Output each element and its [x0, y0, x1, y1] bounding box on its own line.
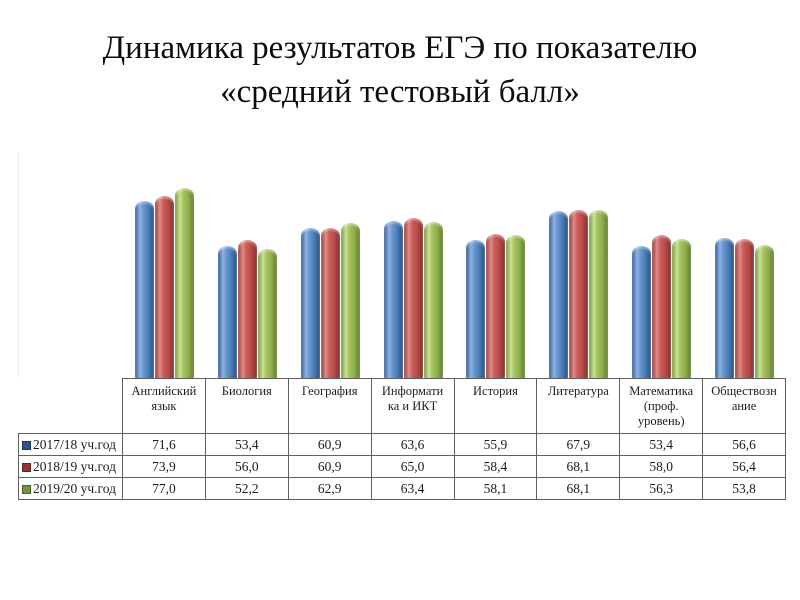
value-cell-s1-c3: 60,9: [287, 433, 372, 456]
value-cell-s2-c5: 58,4: [453, 455, 538, 478]
value-cell-s2-c2: 56,0: [204, 455, 289, 478]
value-cell-s2-c4: 65,0: [370, 455, 455, 478]
bar-series3-cat4: [423, 221, 443, 378]
bar-group-8: [703, 156, 786, 378]
bar-series2-cat6: [569, 210, 589, 378]
column-header-6: Литература: [536, 378, 621, 434]
bar-group-7: [620, 156, 703, 378]
bar-series3-cat7: [672, 239, 692, 378]
value-cell-s3-c5: 58,1: [453, 477, 538, 500]
data-table: Английский язык Биология География Информати…: [18, 378, 786, 500]
legend-swatch-icon: [22, 462, 31, 472]
bar-series1-cat5: [466, 240, 486, 378]
value-cell-s3-c7: 56,3: [619, 477, 704, 500]
value-cell-s3-c6: 68,1: [536, 477, 621, 500]
value-cell-s2-c6: 68,1: [536, 455, 621, 478]
bar-series2-cat1: [154, 195, 174, 378]
legend-label-cell-3: 2019/20 уч.год: [18, 477, 123, 500]
value-cell-s1-c6: 67,9: [536, 433, 621, 456]
bar-chart: Английский язык Биология География Информати…: [18, 152, 786, 500]
legend-series-name: 2019/20 уч.год: [33, 480, 116, 496]
bar-series2-cat4: [403, 217, 423, 378]
column-header-5: История: [453, 378, 538, 434]
table-body: 2017/18 уч.год 71,6 53,4 60,9 63,6 55,9 67,9 53…: [18, 433, 786, 500]
bar-series3-cat2: [257, 249, 277, 378]
bar-series1-cat1: [134, 201, 154, 378]
legend-series-name: 2018/19 уч.год: [33, 458, 116, 474]
bar-group-1: [123, 156, 206, 378]
column-header-3: География: [287, 378, 372, 434]
legend-label-cell-2: 2018/19 уч.год: [18, 455, 123, 478]
value-cell-s2-c7: 58,0: [619, 455, 704, 478]
value-cell-s1-c5: 55,9: [453, 433, 538, 456]
column-header-4: Информати ка и ИКТ: [370, 378, 455, 434]
bar-series1-cat7: [632, 246, 652, 378]
column-header-2: Биология: [204, 378, 289, 434]
legend-label-cell-1: 2017/18 уч.год: [18, 433, 123, 456]
table-header-row: Английский язык Биология География Информати…: [19, 378, 786, 434]
value-cell-s3-c2: 52,2: [204, 477, 289, 500]
bar-series1-cat3: [300, 227, 320, 378]
value-cell-s1-c7: 53,4: [619, 433, 704, 456]
bar-group-3: [289, 156, 372, 378]
column-header-8: Обществозн ание: [702, 378, 786, 434]
value-cell-s1-c1: 71,6: [122, 433, 206, 456]
bar-series3-cat5: [506, 234, 526, 378]
bar-series1-cat4: [383, 221, 403, 378]
bar-series2-cat7: [652, 234, 672, 378]
bar-group-2: [206, 156, 289, 378]
bar-group-5: [455, 156, 538, 378]
page-title: Динамика результатов ЕГЭ по показателю «…: [0, 26, 800, 114]
bar-series2-cat5: [486, 233, 506, 378]
column-header-7: Математика (проф. уровень): [619, 378, 704, 434]
bar-series3-cat6: [589, 210, 609, 378]
value-cell-s1-c2: 53,4: [204, 433, 289, 456]
legend-series-name: 2017/18 уч.год: [33, 436, 116, 452]
bar-series2-cat8: [735, 238, 755, 378]
value-cell-s3-c1: 77,0: [122, 477, 206, 500]
value-cell-s3-c3: 62,9: [287, 477, 372, 500]
bar-group-4: [372, 156, 455, 378]
plot-area: [18, 152, 786, 378]
title-line-2: «средний тестовый балл»: [220, 74, 580, 110]
value-cell-s2-c8: 56,4: [702, 455, 786, 478]
bar-series3-cat3: [340, 222, 360, 378]
value-cell-s3-c8: 53,8: [702, 477, 786, 500]
value-cell-s2-c1: 73,9: [122, 455, 206, 478]
title-line-1: Динамика результатов ЕГЭ по показателю: [102, 30, 698, 66]
value-cell-s1-c8: 56,6: [702, 433, 786, 456]
column-header-1: Английский язык: [122, 378, 206, 434]
table-row-1: 2017/18 уч.год 71,6 53,4 60,9 63,6 55,9 67,9 53…: [18, 433, 786, 456]
bar-series1-cat2: [217, 246, 237, 378]
bar-series1-cat8: [715, 238, 735, 378]
bar-series2-cat2: [237, 239, 257, 378]
value-cell-s1-c4: 63,6: [370, 433, 455, 456]
bar-series3-cat1: [174, 188, 194, 378]
value-cell-s3-c4: 63,4: [370, 477, 455, 500]
bar-series3-cat8: [755, 245, 775, 378]
bar-group-6: [537, 156, 620, 378]
legend-swatch-icon: [22, 440, 31, 450]
table-corner-cell: [19, 379, 123, 434]
table-row-2: 2018/19 уч.год 73,9 56,0 60,9 65,0 58,4 68,1 58…: [18, 455, 786, 478]
bar-series1-cat6: [549, 210, 569, 378]
value-cell-s2-c3: 60,9: [287, 455, 372, 478]
table-row-3: 2019/20 уч.год 77,0 52,2 62,9 63,4 58,1 68,1 56…: [18, 477, 786, 500]
legend-swatch-icon: [22, 484, 31, 494]
bar-series2-cat3: [320, 227, 340, 378]
